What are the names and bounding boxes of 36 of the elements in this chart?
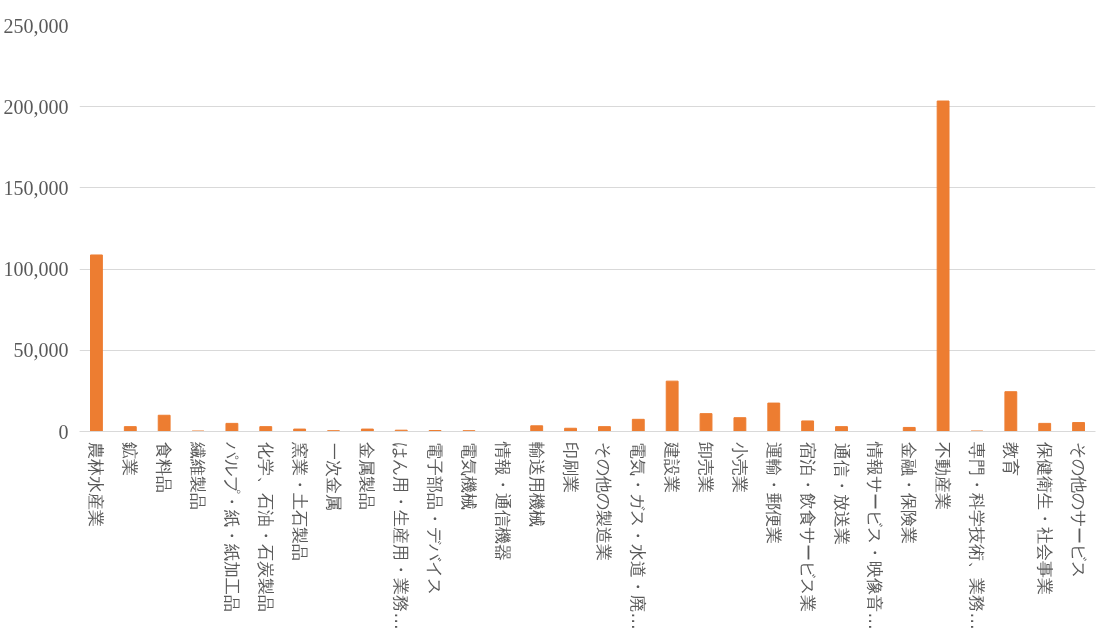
- y-tick-label: 100,000: [3, 258, 69, 281]
- x-tick-label: はん用・生産用・業務…: [391, 442, 412, 630]
- x-tick-label: 情報・通信機器: [492, 441, 513, 562]
- x-tick-label: 小売業: [729, 442, 750, 494]
- x-tick-label: その他のサービス: [1068, 442, 1089, 579]
- x-tick-label: 鉱業: [120, 442, 141, 477]
- x-tick-label: 印刷業: [560, 442, 581, 494]
- y-tick-label: 0: [58, 420, 69, 443]
- y-tick-label: 150,000: [3, 176, 69, 199]
- y-tick-label: 50,000: [13, 339, 69, 362]
- x-tick-label: 金融・保険業: [899, 442, 920, 545]
- x-tick-label: 化学、石油・石炭製品: [255, 442, 276, 613]
- x-tick-label: 建設業: [662, 441, 683, 494]
- x-tick-label: 不動産業: [933, 442, 954, 511]
- x-tick-label: 輸送用機械: [526, 442, 547, 528]
- y-tick-label: 200,000: [3, 95, 69, 118]
- x-tick-label: 運輸・郵便業: [763, 442, 784, 545]
- x-tick-label: 食料品: [154, 442, 175, 494]
- x-tick-label: 電子部品・デバイス: [425, 442, 446, 596]
- x-tick-label: 一次金属: [323, 442, 344, 511]
- x-tick-label: 卸売業: [696, 442, 717, 494]
- x-tick-label: 情報サービス・映像音…: [865, 441, 886, 630]
- x-tick-label: 宿泊・飲食サービス業: [797, 442, 818, 613]
- y-tick-label: 250,000: [3, 14, 69, 37]
- x-tick-label: 教育: [1000, 442, 1021, 477]
- x-tick-label: 保健衛生・社会事業: [1034, 442, 1055, 596]
- x-tick-label: 農林水産業: [86, 442, 107, 528]
- x-tick-label: 通信・放送業: [831, 442, 852, 545]
- x-tick-label: 電気・ガス・水道・廃…: [628, 442, 649, 630]
- x-tick-label: パルプ・紙・紙加工品: [221, 441, 242, 613]
- x-tick-label: 電気機械: [458, 442, 479, 511]
- x-tick-label: その他の製造業: [594, 442, 615, 562]
- x-tick-label: 金属製品: [357, 442, 378, 511]
- x-tick-label: 窯業・土石製品: [289, 442, 310, 562]
- x-tick-label: 繊維製品: [188, 441, 209, 511]
- x-tick-label: 専門・科学技術、業務…: [966, 442, 987, 630]
